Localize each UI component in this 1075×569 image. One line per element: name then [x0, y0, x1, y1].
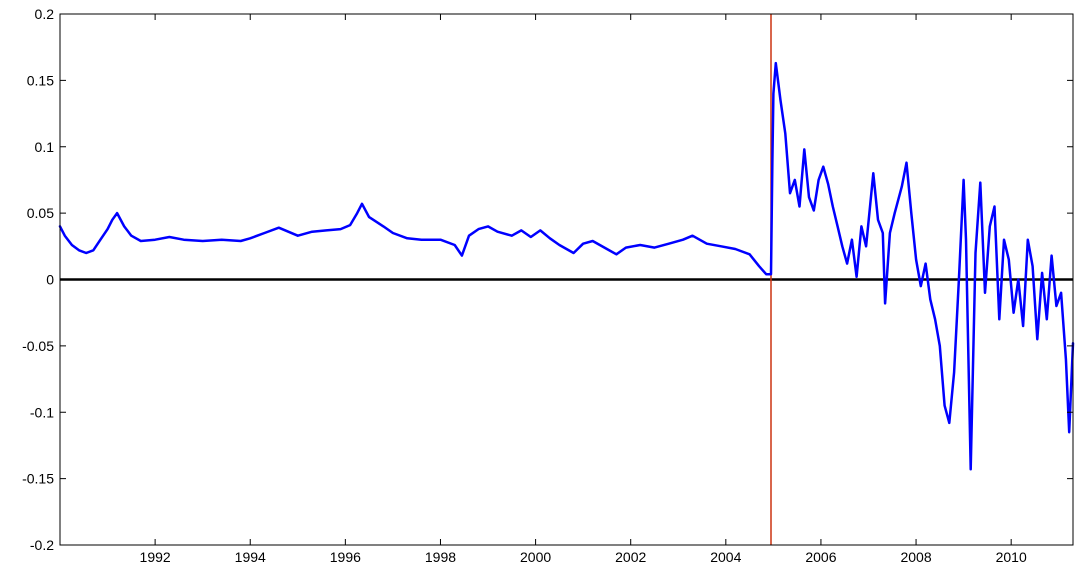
y-tick-label: -0.05	[22, 338, 54, 354]
x-tick-label: 2006	[805, 549, 836, 565]
x-tick-label: 1992	[140, 549, 171, 565]
x-tick-label: 1994	[235, 549, 266, 565]
x-tick-label: 2002	[615, 549, 646, 565]
axes: 1992 1994 1996 1998 2000 2002 2004 2006 2008 2010…	[22, 6, 1074, 565]
y-tick-label: -0.1	[30, 404, 54, 420]
y-tick-label: 0	[46, 272, 54, 288]
x-tick-label: 1998	[425, 549, 456, 565]
x-tick-label: 2004	[710, 549, 741, 565]
y-tick-label: -0.15	[22, 471, 54, 487]
x-tick-label: 2010	[996, 549, 1027, 565]
y-tick-label: 0.05	[27, 205, 54, 221]
x-tick-label: 2000	[520, 549, 551, 565]
y-tick-label: 0.15	[27, 72, 54, 88]
y-tick-label: -0.2	[30, 537, 54, 553]
series-line-0	[58, 61, 1075, 471]
y-tick-label: 0.2	[35, 6, 55, 22]
x-tick-label: 2008	[900, 549, 931, 565]
plot-area	[58, 14, 1075, 545]
y-tick-label: 0.1	[35, 139, 55, 155]
x-tick-label: 1996	[330, 549, 361, 565]
